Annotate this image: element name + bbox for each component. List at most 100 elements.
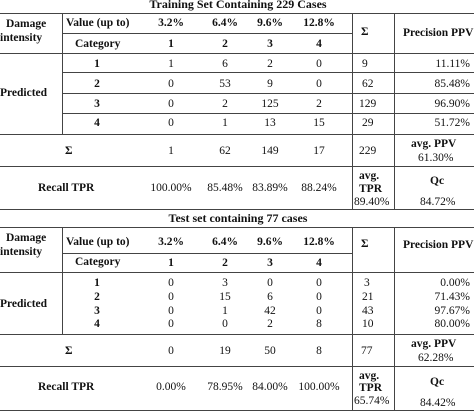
predicted-label: Predicted — [0, 87, 48, 99]
row-sum: 21 — [362, 291, 374, 303]
row-ppv: 96.90% — [434, 98, 470, 110]
table-cell: 1 — [168, 58, 174, 70]
sum-row-label: Σ — [65, 345, 73, 357]
table-cell: 85.48% — [207, 182, 243, 194]
table-cell: 149 — [261, 145, 279, 157]
table-cell: 13 — [264, 117, 276, 129]
table-cell: 50 — [264, 345, 276, 357]
table-cell: 0 — [168, 277, 174, 289]
category-header: 4 — [316, 257, 322, 269]
table-cell: 2 — [316, 98, 322, 110]
table-cell: 2 — [222, 98, 228, 110]
category-header: 2 — [222, 257, 228, 269]
table-cell: 125 — [261, 98, 279, 110]
row-ppv: 0.00% — [440, 277, 470, 289]
avg-ppv-value: 61.30% — [418, 152, 454, 164]
table-cell: 0 — [168, 291, 174, 303]
qc-label: Qc — [430, 376, 445, 388]
table-cell: 1 — [222, 305, 228, 317]
table-cell: 0 — [168, 305, 174, 317]
value-header: 3.2% — [158, 17, 184, 29]
divider — [0, 272, 474, 273]
category-header: 1 — [168, 38, 174, 50]
divider — [0, 227, 474, 228]
divider — [62, 93, 474, 94]
avg-ppv-label: avg. PPV — [411, 338, 457, 350]
row-category: 3 — [94, 305, 100, 317]
divider — [62, 72, 474, 73]
total-sum: 229 — [359, 145, 377, 157]
table-cell: 8 — [316, 318, 322, 330]
recall-label: Recall TPR — [38, 182, 95, 194]
table-cell: 2 — [267, 318, 273, 330]
table-cell: 0.00% — [156, 381, 186, 393]
table-cell: 62 — [219, 145, 231, 157]
row-category: 2 — [94, 78, 100, 90]
divider — [0, 410, 474, 411]
damage-label: Damage — [6, 232, 47, 244]
table-cell: 1 — [222, 117, 228, 129]
table-cell: 0 — [267, 277, 273, 289]
table-cell: 3 — [222, 277, 228, 289]
divider — [62, 227, 63, 334]
avg-tpr-label: TPR — [359, 382, 382, 394]
divider — [0, 209, 474, 210]
row-ppv: 51.72% — [434, 117, 470, 129]
divider — [62, 13, 63, 134]
value-header: 12.8% — [303, 236, 335, 248]
sigma-header: Σ — [361, 238, 369, 250]
divider — [352, 13, 353, 209]
table-cell: 78.95% — [207, 381, 243, 393]
table-cell: 17 — [313, 145, 325, 157]
value-header: 6.4% — [212, 236, 238, 248]
table-cell: 2 — [267, 58, 273, 70]
table-cell: 6 — [222, 58, 228, 70]
table-cell: 15 — [219, 291, 231, 303]
test-title: Test set containing 77 cases — [168, 211, 308, 225]
row-ppv: 80.00% — [434, 318, 470, 330]
row-sum: 9 — [362, 58, 368, 70]
category-header: 2 — [222, 38, 228, 50]
category-header: 3 — [267, 38, 273, 50]
table-cell: 83.89% — [252, 182, 288, 194]
category-header: 1 — [168, 257, 174, 269]
table-cell: 0 — [316, 78, 322, 90]
row-sum: 43 — [362, 305, 374, 317]
table-cell: 0 — [168, 318, 174, 330]
divider — [0, 166, 474, 167]
row-category: 3 — [94, 98, 100, 110]
table-cell: 0 — [316, 305, 322, 317]
category-label: Category — [75, 256, 121, 268]
table-cell: 0 — [168, 78, 174, 90]
row-ppv: 71.43% — [434, 291, 470, 303]
table-cell: 0 — [316, 277, 322, 289]
divider — [0, 366, 474, 367]
row-category: 4 — [94, 117, 100, 129]
table-cell: 0 — [316, 58, 322, 70]
table-cell: 84.00% — [252, 381, 288, 393]
category-label: Category — [75, 38, 121, 50]
divider — [0, 334, 474, 335]
value-label: Value (up to) — [66, 236, 130, 248]
row-category: 2 — [94, 291, 100, 303]
value-header: 6.4% — [212, 17, 238, 29]
avg-tpr-label: avg. — [359, 370, 380, 382]
value-header: 9.6% — [257, 236, 283, 248]
category-header: 3 — [267, 257, 273, 269]
precision-header: Precision PPV — [403, 27, 474, 39]
qc-label: Qc — [430, 175, 445, 187]
divider — [0, 13, 474, 14]
table-cell: 88.24% — [301, 182, 337, 194]
table-cell: 0 — [168, 98, 174, 110]
training-title: Training Set Containing 229 Cases — [149, 0, 327, 11]
divider — [394, 13, 395, 209]
table-cell: 100.00% — [150, 182, 192, 194]
table-cell: 0 — [222, 318, 228, 330]
avg-tpr-value: 65.74% — [354, 395, 390, 407]
divider — [352, 227, 353, 410]
row-sum: 29 — [362, 117, 374, 129]
precision-header: Precision PPV — [403, 239, 474, 251]
divider — [62, 113, 474, 114]
value-header: 12.8% — [303, 17, 335, 29]
table-cell: 1 — [168, 145, 174, 157]
